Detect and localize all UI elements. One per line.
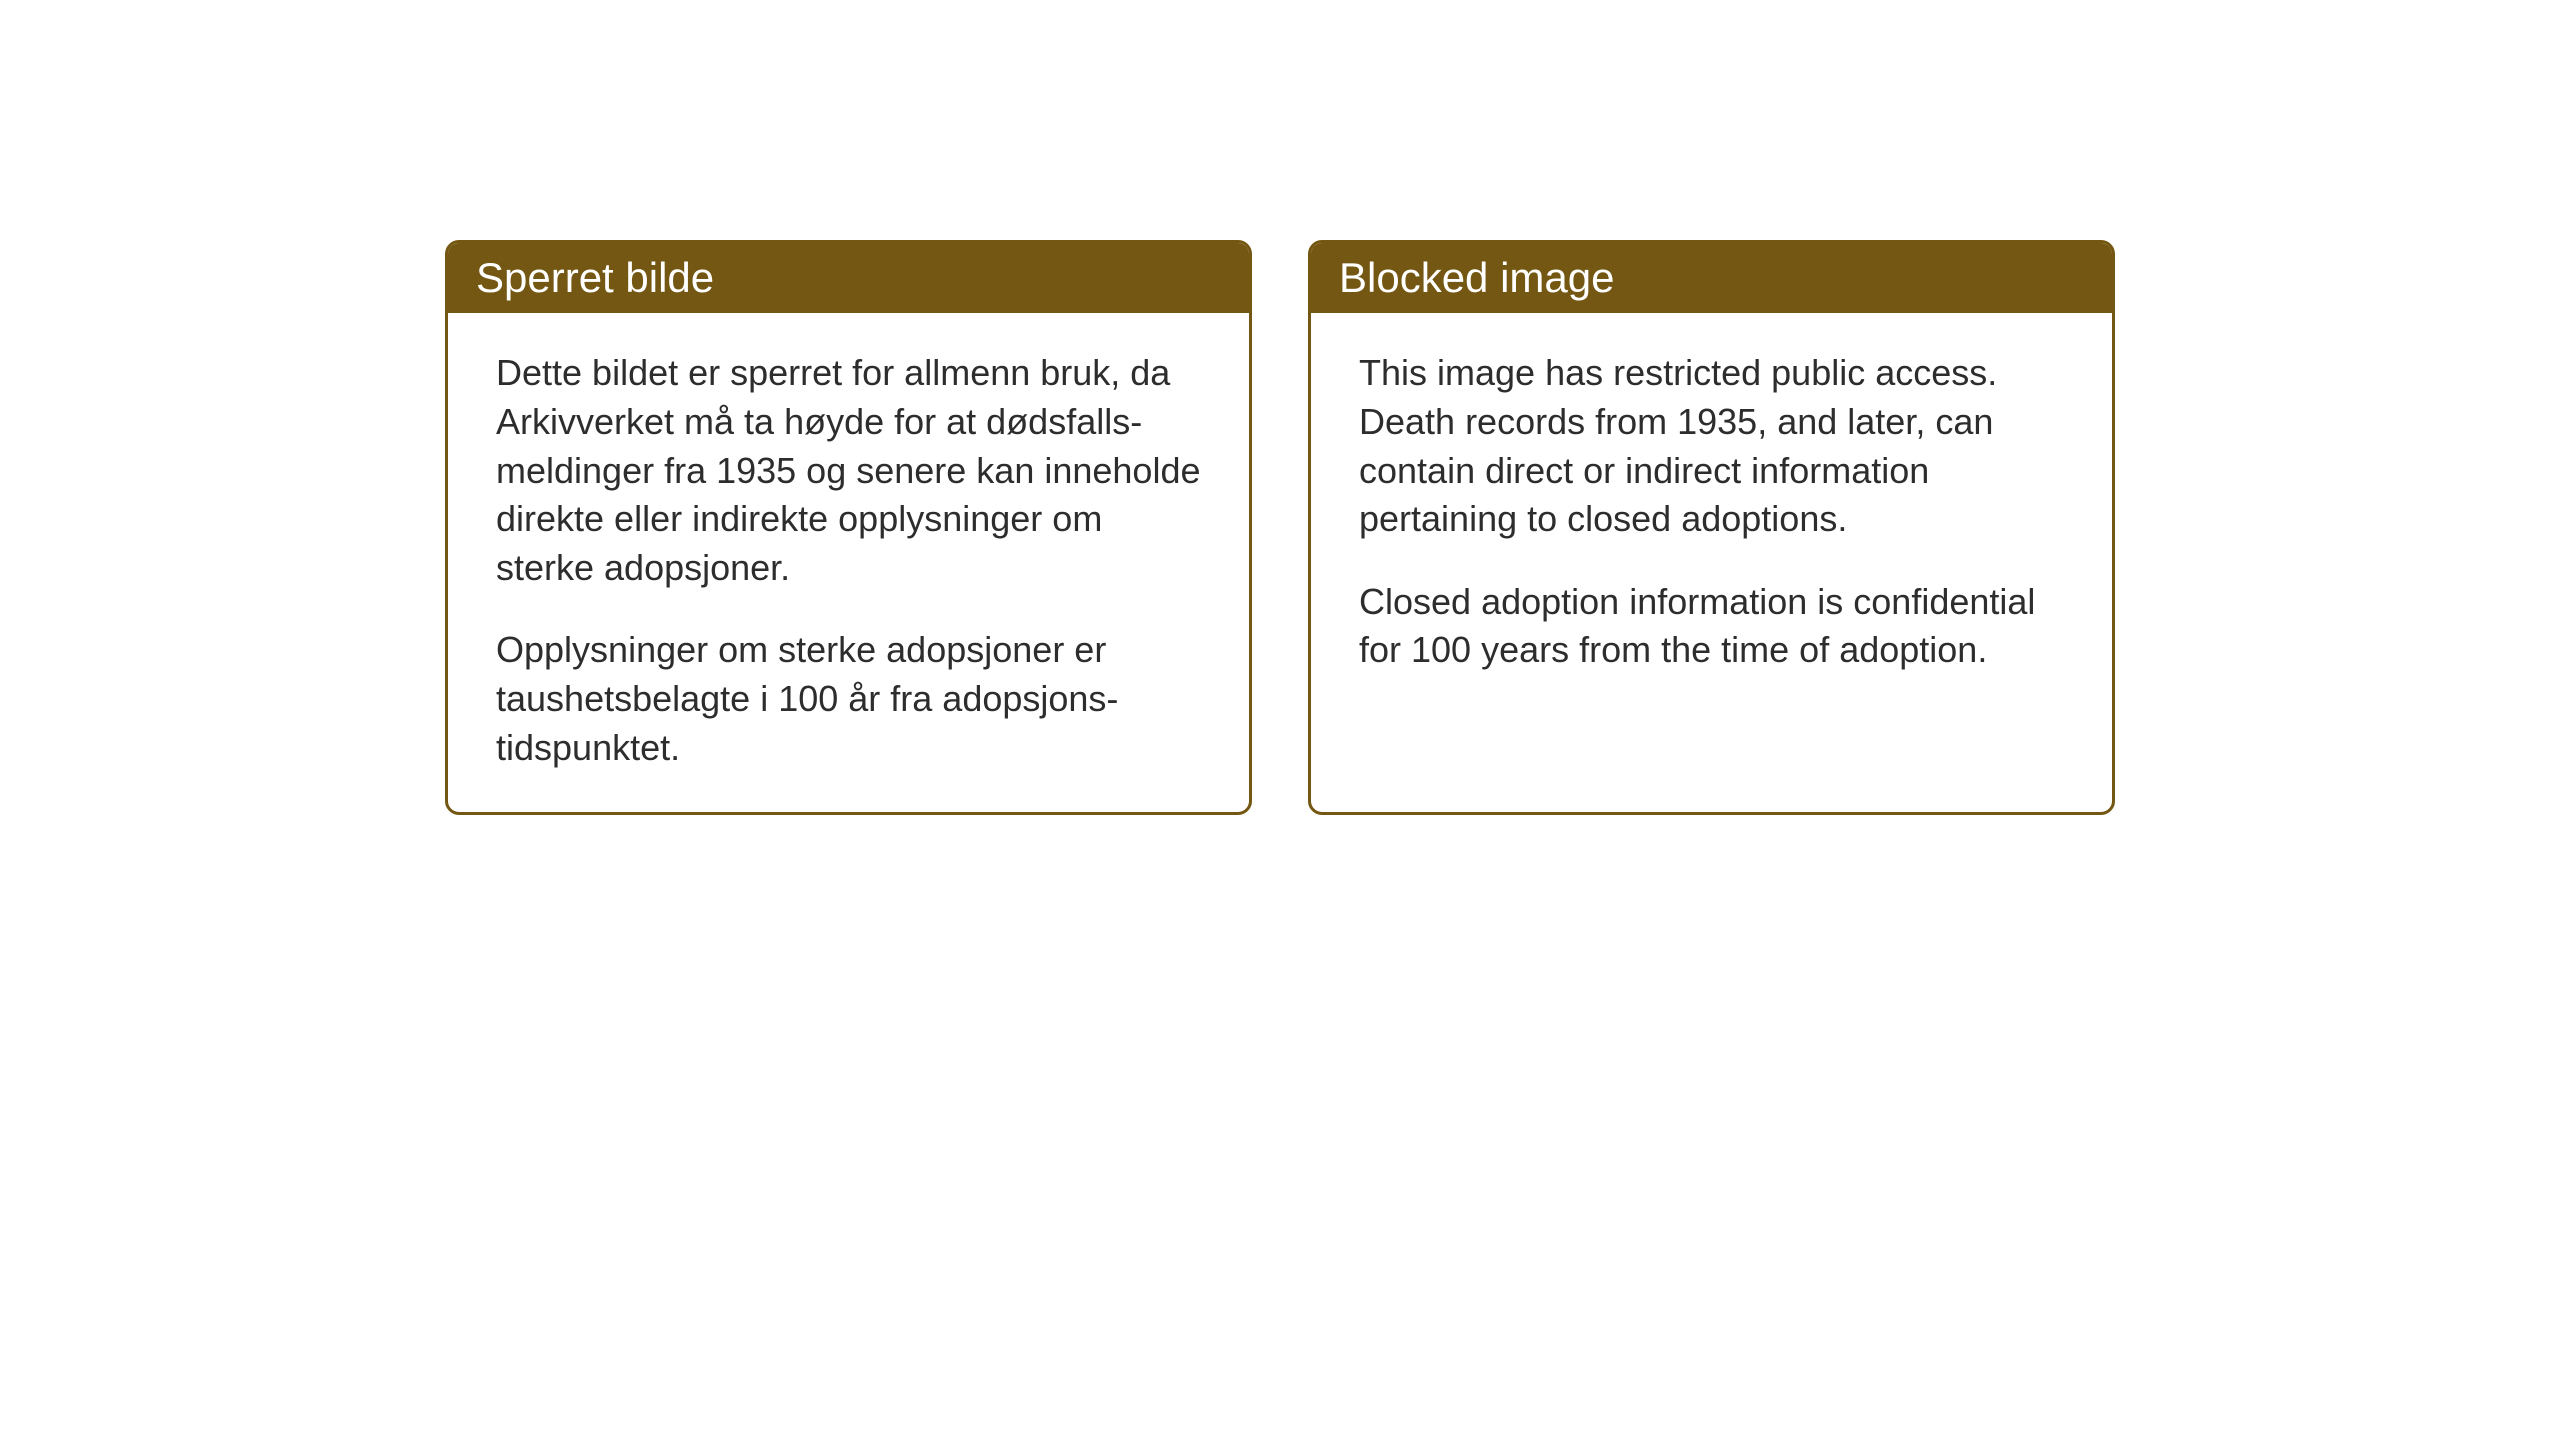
card-header-english: Blocked image xyxy=(1311,243,2112,313)
card-paragraph-2-norwegian: Opplysninger om sterke adopsjoner er tau… xyxy=(496,626,1201,772)
card-title-norwegian: Sperret bilde xyxy=(476,254,714,301)
card-paragraph-2-english: Closed adoption information is confident… xyxy=(1359,578,2064,675)
cards-container: Sperret bilde Dette bildet er sperret fo… xyxy=(445,240,2115,815)
card-body-english: This image has restricted public access.… xyxy=(1311,313,2112,715)
card-title-english: Blocked image xyxy=(1339,254,1614,301)
card-header-norwegian: Sperret bilde xyxy=(448,243,1249,313)
card-norwegian: Sperret bilde Dette bildet er sperret fo… xyxy=(445,240,1252,815)
card-english: Blocked image This image has restricted … xyxy=(1308,240,2115,815)
card-paragraph-1-norwegian: Dette bildet er sperret for allmenn bruk… xyxy=(496,349,1201,592)
card-body-norwegian: Dette bildet er sperret for allmenn bruk… xyxy=(448,313,1249,812)
card-paragraph-1-english: This image has restricted public access.… xyxy=(1359,349,2064,543)
